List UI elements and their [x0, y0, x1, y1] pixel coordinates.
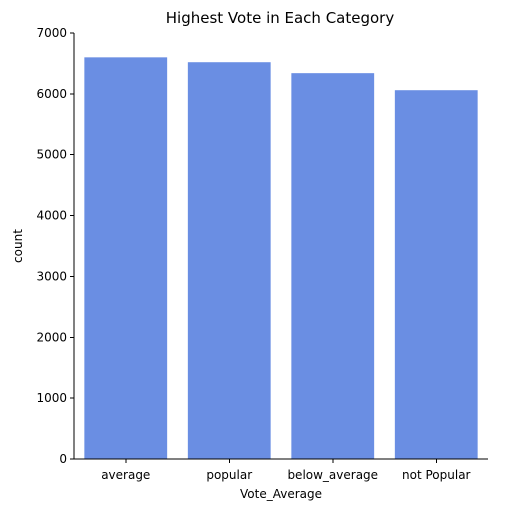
- bar-not-popular: [394, 90, 478, 459]
- y-tick-label: 0: [59, 452, 67, 466]
- y-tick-label: 3000: [36, 269, 67, 283]
- x-axis-ticks: average popular below_average not Popular: [101, 459, 471, 482]
- y-tick-label: 1000: [36, 391, 67, 405]
- chart-title: Highest Vote in Each Category: [166, 9, 395, 27]
- bar-average: [84, 57, 168, 459]
- x-tick-label: below_average: [287, 468, 378, 482]
- y-tick-label: 5000: [36, 148, 67, 162]
- y-tick-label: 2000: [36, 330, 67, 344]
- y-axis-label: count: [11, 229, 25, 263]
- bar-below_average: [291, 73, 375, 459]
- x-axis-label: Vote_Average: [240, 487, 322, 501]
- x-tick-label: popular: [206, 468, 252, 482]
- bars-group: [84, 57, 478, 460]
- y-tick-label: 6000: [36, 87, 67, 101]
- y-tick-label: 7000: [36, 26, 67, 40]
- y-tick-label: 4000: [36, 209, 67, 223]
- x-tick-label: not Popular: [402, 468, 471, 482]
- bar-popular: [187, 62, 271, 460]
- y-axis-ticks: 0 1000 2000 3000 4000 5000 6000 7000: [36, 26, 74, 466]
- x-tick-label: average: [101, 468, 150, 482]
